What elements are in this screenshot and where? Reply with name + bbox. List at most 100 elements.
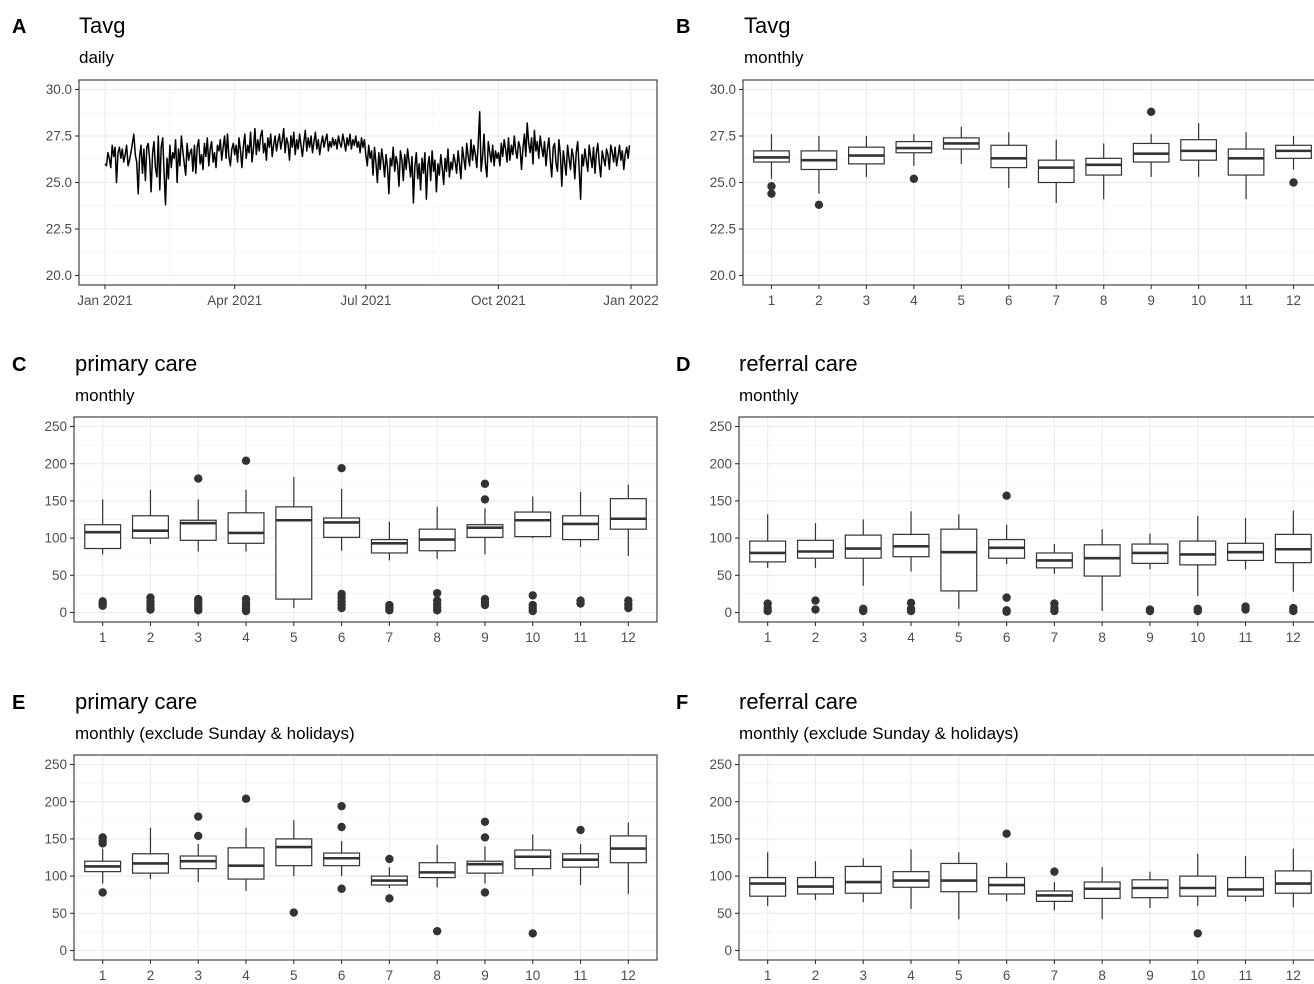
outlier-point <box>528 606 537 616</box>
outlier-point <box>1002 829 1011 838</box>
x-tick-label: Jan 2021 <box>77 293 133 308</box>
panel-frame <box>742 79 1314 286</box>
box-body <box>844 534 882 559</box>
outlier-point <box>385 894 394 903</box>
x-tick-label: 1 <box>764 968 772 983</box>
box-9 <box>466 479 504 610</box>
x-tick-label: 1 <box>768 293 776 308</box>
box-body <box>418 862 456 879</box>
x-tick-label: 8 <box>433 630 441 645</box>
outlier-point <box>906 606 916 616</box>
outlier-point <box>194 474 203 483</box>
box-12 <box>1274 848 1312 908</box>
x-tick-label: 9 <box>481 968 489 983</box>
box-body <box>1227 148 1265 176</box>
box-11 <box>1227 518 1265 614</box>
box-2 <box>131 489 169 614</box>
y-tick-label: 100 <box>44 531 67 546</box>
x-tick-label: 6 <box>338 630 346 645</box>
x-tick-label: 5 <box>955 968 963 983</box>
outlier-point <box>767 189 776 198</box>
panel-tag: C <box>12 354 26 376</box>
box-2 <box>131 827 169 880</box>
box-5 <box>940 852 978 920</box>
x-tick-label: 2 <box>812 630 820 645</box>
box-6 <box>990 132 1028 189</box>
box-8 <box>1085 143 1123 200</box>
x-tick-label: 8 <box>1098 968 1106 983</box>
box-1 <box>84 833 122 897</box>
x-tick-label: 10 <box>1190 630 1205 645</box>
box-8 <box>418 506 456 615</box>
box-1 <box>753 134 790 198</box>
y-tick-label: 100 <box>709 531 732 546</box>
outlier-point <box>241 794 251 803</box>
x-tick-label: 12 <box>1286 968 1301 983</box>
outlier-point <box>194 606 203 615</box>
outlier-point <box>576 825 585 835</box>
box-10 <box>1179 515 1217 616</box>
box-2 <box>796 523 834 614</box>
box-4 <box>892 849 930 909</box>
outlier-point <box>480 479 490 488</box>
outlier-point <box>480 600 490 610</box>
box-7 <box>370 521 408 615</box>
outlier-point <box>576 599 585 608</box>
panel-tag: A <box>12 16 26 38</box>
box-1 <box>749 514 787 616</box>
outlier-point <box>241 456 251 465</box>
outlier-point <box>624 603 633 613</box>
outlier-point <box>1145 606 1155 616</box>
box-10 <box>1179 853 1217 938</box>
box-body <box>84 524 122 550</box>
x-tick-label: 9 <box>1146 968 1154 983</box>
x-tick-label: 10 <box>525 968 540 983</box>
box-11 <box>562 491 600 608</box>
box-body <box>1227 876 1265 897</box>
outlier-point <box>1241 605 1250 614</box>
outlier-point <box>146 605 155 614</box>
box-body <box>1274 870 1312 894</box>
outlier-point <box>241 606 251 616</box>
box-2 <box>800 136 838 210</box>
x-tick-label: 8 <box>1100 293 1108 308</box>
outlier-point <box>763 606 772 616</box>
x-tick-label: 7 <box>386 630 394 645</box>
box-body <box>514 849 552 870</box>
y-tick-label: 22.5 <box>46 222 72 237</box>
x-tick-label: 5 <box>958 293 966 308</box>
y-tick-label: 150 <box>44 494 67 509</box>
x-tick-label: 2 <box>812 968 820 983</box>
y-tick-label: 200 <box>44 794 67 809</box>
box-7 <box>370 854 408 903</box>
outlier-point <box>98 839 107 848</box>
y-tick-label: 150 <box>44 832 67 847</box>
y-tick-label: 50 <box>717 568 732 583</box>
x-tick-label: 7 <box>386 968 394 983</box>
x-tick-label: 12 <box>1286 630 1301 645</box>
panel-title: primary care <box>75 351 197 376</box>
x-tick-label: 9 <box>481 630 489 645</box>
box-9 <box>466 817 504 897</box>
outlier-point <box>1289 606 1298 616</box>
box-3 <box>179 474 217 615</box>
y-tick-label: 250 <box>709 419 732 434</box>
panel-header-B: B Tavg monthly <box>676 13 804 67</box>
x-tick-label: 11 <box>574 968 588 983</box>
box-9 <box>1132 107 1170 177</box>
box-body <box>514 511 552 538</box>
x-tick-label: 5 <box>290 968 298 983</box>
x-tick-label: Apr 2021 <box>207 293 262 308</box>
outlier-point <box>337 801 346 811</box>
x-tick-label: 6 <box>1003 968 1011 983</box>
box-5 <box>942 126 980 164</box>
outlier-point <box>385 854 394 864</box>
y-tick-label: 0 <box>59 605 67 620</box>
box-6 <box>988 491 1026 616</box>
box-12 <box>609 822 647 894</box>
y-tick-label: 27.5 <box>46 129 72 144</box>
x-tick-label: 2 <box>815 293 823 308</box>
y-tick-label: 200 <box>709 456 732 471</box>
